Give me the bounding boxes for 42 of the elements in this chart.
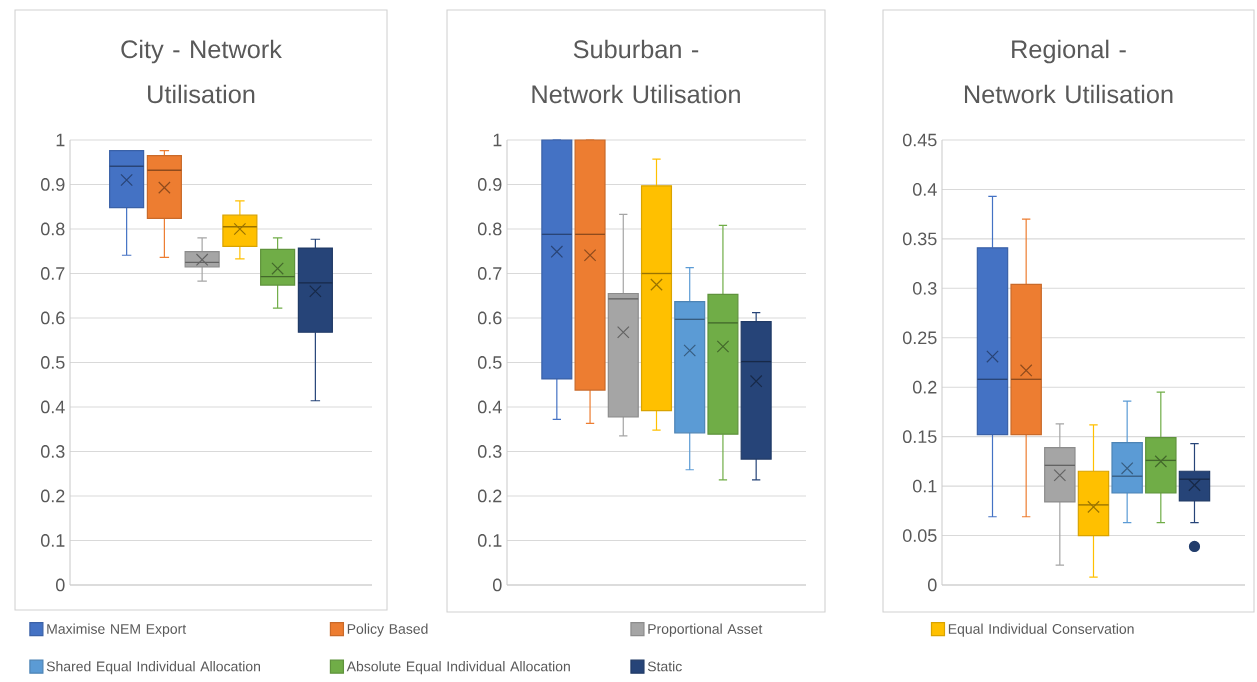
legend-label: Equal Individual Conservation: [948, 623, 1134, 637]
y-tick-label: 0.4: [477, 400, 502, 414]
y-tick-label: 0.7: [477, 267, 502, 280]
y-tick-label: 0.1: [477, 534, 502, 547]
legend-label: Policy Based: [347, 623, 428, 637]
y-tick-label: 0.6: [477, 311, 502, 325]
y-tick-label: 0.3: [912, 281, 937, 295]
y-tick-label: 0.5: [477, 356, 502, 369]
y-tick-label: 1: [493, 133, 502, 147]
legend-label: Static: [647, 661, 682, 672]
y-tick-label: 0.8: [477, 222, 502, 236]
y-tick-label: 0: [56, 578, 65, 592]
y-tick-label: 0.05: [902, 529, 937, 542]
chart-title: City - Network Utilisation: [121, 39, 282, 104]
legend-label: Maximise NEM Export: [47, 623, 187, 637]
y-tick-label: 0.4: [40, 400, 65, 414]
y-tick-label: 0: [927, 578, 937, 592]
y-tick-label: 0.3: [40, 445, 65, 458]
chart-title: Suburban - Network Utilisation: [532, 39, 740, 104]
y-tick-label: 0.9: [40, 178, 65, 191]
legend-label: Proportional Asset: [648, 623, 763, 637]
y-tick-label: 0.5: [40, 356, 65, 369]
y-tick-label: 0.3: [477, 445, 502, 458]
y-tick-label: 0: [492, 578, 502, 592]
y-tick-label: 0.35: [902, 232, 937, 246]
y-tick-label: 0.9: [477, 178, 502, 191]
y-tick-label: 0.2: [477, 489, 502, 503]
y-tick-label: 0.15: [902, 430, 937, 444]
y-tick-label: 0.8: [40, 222, 65, 236]
y-tick-label: 1: [56, 133, 65, 147]
y-tick-label: 0.1: [40, 534, 65, 547]
y-tick-label: 0.45: [902, 133, 937, 147]
y-tick-label: 0.7: [40, 267, 65, 280]
y-tick-label: 0.6: [40, 311, 65, 325]
legend-label: Shared Equal Individual Allocation: [46, 661, 260, 675]
chart-title: Regional - Network Utilisation: [964, 39, 1173, 104]
y-tick-label: 0.4: [912, 183, 937, 196]
y-tick-label: 0.2: [912, 380, 937, 394]
y-tick-label: 0.25: [902, 331, 937, 345]
y-tick-label: 0.1: [912, 479, 937, 493]
y-tick-label: 0.2: [40, 489, 65, 503]
legend-label: Absolute Equal Individual Allocation: [346, 661, 570, 675]
